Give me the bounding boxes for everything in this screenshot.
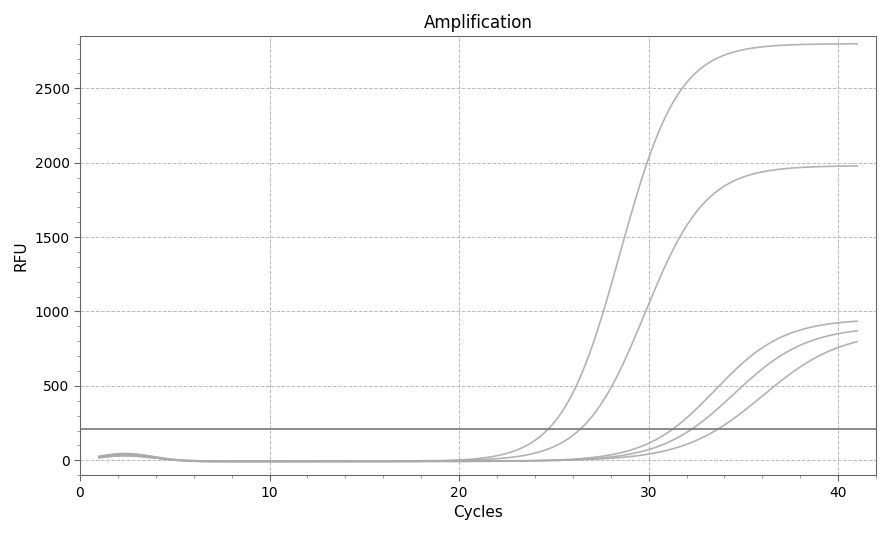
Y-axis label: RFU: RFU [14,240,28,271]
Title: Amplification: Amplification [424,14,532,32]
X-axis label: Cycles: Cycles [453,505,503,520]
